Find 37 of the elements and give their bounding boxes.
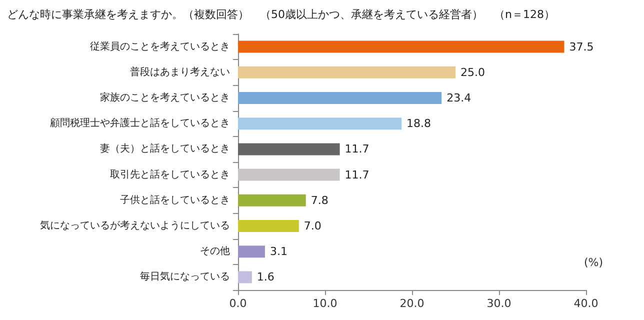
y-tick-label: 子供と話をしているとき bbox=[120, 194, 230, 206]
y-tick-label: 家族のことを考えているとき bbox=[100, 92, 230, 104]
y-tick-label: 妻（夫）と話をしているとき bbox=[100, 142, 230, 155]
x-tick-label: 10.0 bbox=[312, 297, 338, 310]
bar bbox=[238, 246, 265, 258]
y-tick-label: 気になっているが考えないようにしている bbox=[40, 220, 230, 232]
data-label: 37.5 bbox=[569, 40, 594, 54]
y-tick-label: 顧問税理士や弁護士と話をしているとき bbox=[50, 117, 230, 130]
x-tick-label: 40.0 bbox=[574, 297, 598, 310]
bar bbox=[238, 194, 306, 206]
chart-title: どんな時に事業承継を考えますか。（複数回答） （50歳以上かつ、承継を考えている経営者） （n＝128） bbox=[7, 8, 555, 21]
data-label: 11.7 bbox=[344, 142, 370, 156]
x-tick-label: 30.0 bbox=[486, 297, 512, 310]
bar bbox=[238, 118, 402, 130]
data-label: 7.0 bbox=[304, 220, 322, 232]
data-label: 25.0 bbox=[460, 66, 485, 79]
x-tick-label: 20.0 bbox=[400, 297, 424, 310]
y-tick-label: 普段はあまり考えない bbox=[130, 66, 230, 78]
data-label: 1.6 bbox=[256, 270, 274, 284]
x-tick-label: 0.0 bbox=[229, 297, 247, 310]
bar bbox=[238, 220, 299, 232]
bar bbox=[238, 143, 340, 156]
bar bbox=[238, 40, 564, 53]
bar bbox=[238, 168, 340, 181]
y-tick-label: 毎日気になっている bbox=[140, 270, 230, 283]
y-tick-label: 従業員のことを考えているとき bbox=[90, 40, 230, 52]
bar bbox=[238, 271, 252, 284]
data-label: 11.7 bbox=[344, 168, 370, 182]
data-label: 23.4 bbox=[446, 92, 472, 104]
x-axis-title: (%) bbox=[584, 256, 604, 269]
data-label: 7.8 bbox=[310, 194, 328, 207]
bar bbox=[238, 92, 442, 104]
bar bbox=[238, 66, 456, 78]
y-tick-label: その他 bbox=[200, 245, 230, 258]
y-tick-label: 取引先と話をしているとき bbox=[110, 168, 230, 180]
data-label: 3.1 bbox=[270, 245, 288, 258]
data-label: 18.8 bbox=[406, 117, 432, 130]
